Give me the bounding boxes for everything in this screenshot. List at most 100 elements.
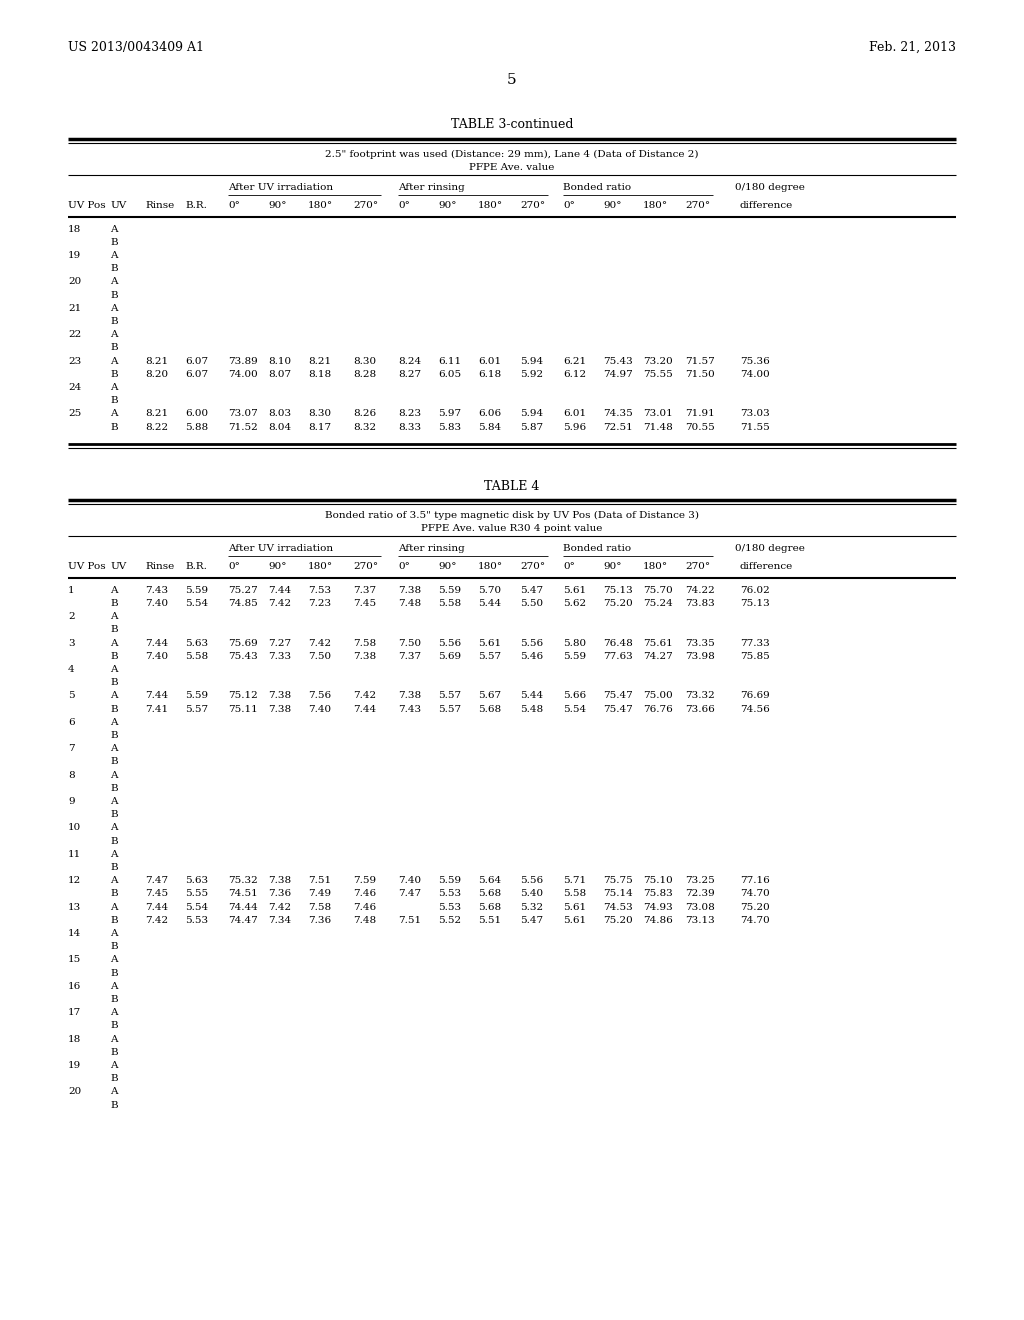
Text: 270°: 270°: [520, 562, 545, 570]
Text: 74.35: 74.35: [603, 409, 633, 418]
Text: 5.66: 5.66: [563, 692, 586, 701]
Text: 73.89: 73.89: [228, 356, 258, 366]
Text: 71.91: 71.91: [685, 409, 715, 418]
Text: 23: 23: [68, 356, 81, 366]
Text: 5.57: 5.57: [185, 705, 208, 714]
Text: 75.36: 75.36: [740, 356, 770, 366]
Text: B: B: [110, 1074, 118, 1084]
Text: A: A: [110, 771, 118, 780]
Text: 75.13: 75.13: [603, 586, 633, 595]
Text: Bonded ratio: Bonded ratio: [563, 544, 631, 553]
Text: 0°: 0°: [398, 562, 410, 570]
Text: 8.23: 8.23: [398, 409, 421, 418]
Text: 7.40: 7.40: [308, 705, 331, 714]
Text: 8.21: 8.21: [308, 356, 331, 366]
Text: B: B: [110, 863, 118, 873]
Text: After rinsing: After rinsing: [398, 544, 465, 553]
Text: 71.57: 71.57: [685, 356, 715, 366]
Text: 8.22: 8.22: [145, 422, 168, 432]
Text: 6.12: 6.12: [563, 370, 586, 379]
Text: 75.11: 75.11: [228, 705, 258, 714]
Text: 5: 5: [68, 692, 75, 701]
Text: 20: 20: [68, 1088, 81, 1097]
Text: B: B: [110, 290, 118, 300]
Text: 8.32: 8.32: [353, 422, 376, 432]
Text: 8.21: 8.21: [145, 409, 168, 418]
Text: 8.27: 8.27: [398, 370, 421, 379]
Text: 7.36: 7.36: [308, 916, 331, 925]
Text: B: B: [110, 396, 118, 405]
Text: 73.98: 73.98: [685, 652, 715, 661]
Text: 74.00: 74.00: [740, 370, 770, 379]
Text: PFPE Ave. value: PFPE Ave. value: [469, 162, 555, 172]
Text: 5.57: 5.57: [438, 692, 461, 701]
Text: 74.86: 74.86: [643, 916, 673, 925]
Text: 75.27: 75.27: [228, 586, 258, 595]
Text: 180°: 180°: [643, 201, 668, 210]
Text: B: B: [110, 837, 118, 846]
Text: 72.39: 72.39: [685, 890, 715, 899]
Text: 180°: 180°: [308, 562, 333, 570]
Text: 5.61: 5.61: [478, 639, 501, 648]
Text: B.R.: B.R.: [185, 562, 207, 570]
Text: 9: 9: [68, 797, 75, 807]
Text: 5.54: 5.54: [563, 705, 586, 714]
Text: 5.64: 5.64: [478, 876, 501, 886]
Text: 7.51: 7.51: [308, 876, 331, 886]
Text: 74.00: 74.00: [228, 370, 258, 379]
Text: 3: 3: [68, 639, 75, 648]
Text: 75.00: 75.00: [643, 692, 673, 701]
Text: 5.63: 5.63: [185, 876, 208, 886]
Text: PFPE Ave. value R30 4 point value: PFPE Ave. value R30 4 point value: [421, 524, 603, 533]
Text: 8.07: 8.07: [268, 370, 291, 379]
Text: 74.85: 74.85: [228, 599, 258, 609]
Text: 74.44: 74.44: [228, 903, 258, 912]
Text: 7.44: 7.44: [145, 903, 168, 912]
Text: A: A: [110, 383, 118, 392]
Text: 270°: 270°: [353, 201, 378, 210]
Text: B: B: [110, 1022, 118, 1031]
Text: 7.38: 7.38: [398, 692, 421, 701]
Text: 7.43: 7.43: [145, 586, 168, 595]
Text: 75.55: 75.55: [643, 370, 673, 379]
Text: 7.49: 7.49: [308, 890, 331, 899]
Text: difference: difference: [740, 562, 794, 570]
Text: 180°: 180°: [478, 562, 503, 570]
Text: 7.45: 7.45: [145, 890, 168, 899]
Text: 7.45: 7.45: [353, 599, 376, 609]
Text: 8.30: 8.30: [308, 409, 331, 418]
Text: Bonded ratio: Bonded ratio: [563, 182, 631, 191]
Text: 5.80: 5.80: [563, 639, 586, 648]
Text: 76.48: 76.48: [603, 639, 633, 648]
Text: B: B: [110, 890, 118, 899]
Text: B: B: [110, 784, 118, 793]
Text: 5.56: 5.56: [438, 639, 461, 648]
Text: A: A: [110, 586, 118, 595]
Text: 6.07: 6.07: [185, 356, 208, 366]
Text: 5.87: 5.87: [520, 422, 543, 432]
Text: 8.24: 8.24: [398, 356, 421, 366]
Text: 5.47: 5.47: [520, 586, 543, 595]
Text: 71.48: 71.48: [643, 422, 673, 432]
Text: 8.17: 8.17: [308, 422, 331, 432]
Text: 18: 18: [68, 1035, 81, 1044]
Text: 75.20: 75.20: [603, 599, 633, 609]
Text: Rinse: Rinse: [145, 562, 174, 570]
Text: Bonded ratio of 3.5" type magnetic disk by UV Pos (Data of Distance 3): Bonded ratio of 3.5" type magnetic disk …: [325, 511, 699, 520]
Text: 7.38: 7.38: [268, 692, 291, 701]
Text: 5.44: 5.44: [520, 692, 543, 701]
Text: 5.56: 5.56: [520, 876, 543, 886]
Text: 5.54: 5.54: [185, 599, 208, 609]
Text: 7.47: 7.47: [145, 876, 168, 886]
Text: 5.57: 5.57: [478, 652, 501, 661]
Text: UV Pos: UV Pos: [68, 201, 105, 210]
Text: 75.10: 75.10: [643, 876, 673, 886]
Text: 7.40: 7.40: [398, 876, 421, 886]
Text: 5.54: 5.54: [185, 903, 208, 912]
Text: 8.30: 8.30: [353, 356, 376, 366]
Text: 8.26: 8.26: [353, 409, 376, 418]
Text: 77.33: 77.33: [740, 639, 770, 648]
Text: B: B: [110, 599, 118, 609]
Text: 75.83: 75.83: [643, 890, 673, 899]
Text: 5.94: 5.94: [520, 409, 543, 418]
